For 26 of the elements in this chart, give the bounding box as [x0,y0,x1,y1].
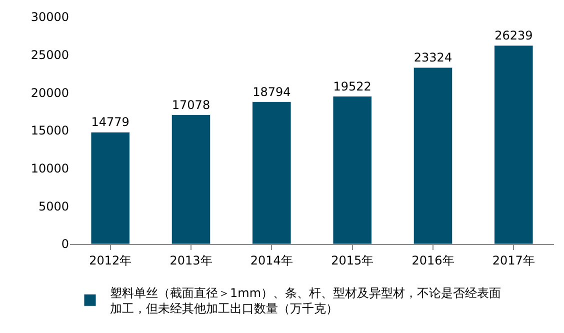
bar [413,67,453,244]
x-tick-label: 2017年 [492,253,535,268]
data-label: 19522 [333,79,372,94]
y-tick-label: 5000 [38,199,69,214]
y-tick-label: 15000 [30,124,69,138]
y-tick-label: 25000 [30,48,69,62]
x-tick-label: 2015年 [331,253,374,268]
bar [90,132,130,244]
x-tick-label: 2016年 [412,253,454,268]
legend-label: 塑料单丝（截面直径＞1mm）、条、杆、型材及异型材，不论是否经表面加工，但未经其他加工出口数量（万千克） [110,286,502,316]
x-tick-label: 2012年 [89,253,132,268]
data-label: 17078 [172,98,210,112]
bar [171,114,211,244]
bar [332,96,372,244]
data-label: 18794 [252,84,291,99]
data-label: 14779 [91,115,130,130]
x-tick-label: 2013年 [170,253,212,268]
data-label: 26239 [494,28,533,42]
y-tick-label: 20000 [30,86,69,100]
y-tick-label: 10000 [30,162,69,176]
bar [494,45,534,244]
data-label: 23324 [414,50,452,65]
bar [252,102,292,244]
y-tick-label: 30000 [30,10,69,24]
x-tick-label: 2014年 [250,253,293,268]
y-tick-label: 0 [61,237,69,252]
